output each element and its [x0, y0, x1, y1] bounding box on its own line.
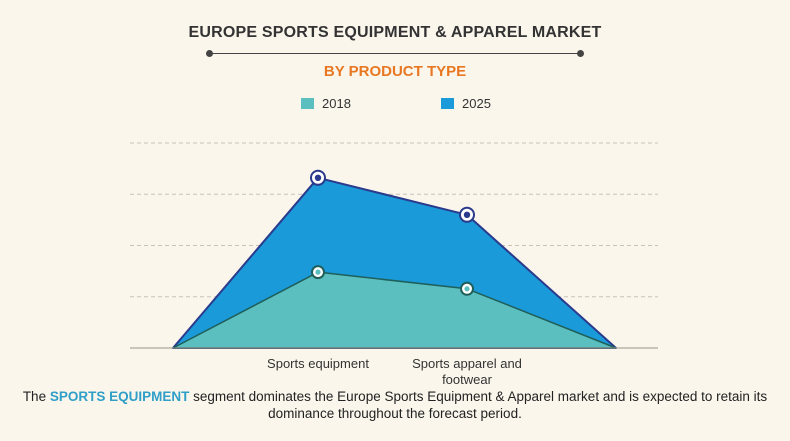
- chart-subtitle: BY PRODUCT TYPE: [323, 63, 467, 80]
- legend-label-2025: 2025: [462, 95, 491, 111]
- series-2025-point: [314, 174, 322, 181]
- x-tick-label: Sports equipment: [267, 356, 369, 371]
- chart-title: EUROPE SPORTS EQUIPMENT & APPAREL MARKET: [188, 24, 602, 41]
- legend-label-2018: 2018: [322, 95, 351, 111]
- title-rule-dot-right: [577, 50, 584, 57]
- caption-highlight: SPORTS EQUIPMENT: [49, 389, 190, 404]
- x-tick-label: footwear: [442, 372, 493, 387]
- x-tick-label: Sports apparel and: [412, 356, 522, 371]
- title-rule: [210, 53, 580, 54]
- caption: The SPORTS EQUIPMENT segment dominates t…: [20, 388, 770, 422]
- legend-swatch-2025: [441, 97, 454, 109]
- caption-before: The: [22, 389, 50, 404]
- caption-after: segment dominates the Europe Sports Equi…: [189, 389, 768, 421]
- series-2025-point: [463, 211, 471, 218]
- series-2018-point: [315, 269, 321, 275]
- legend-item-2025: 2025: [441, 95, 491, 111]
- series-2018-point: [464, 286, 470, 292]
- legend-item-2018: 2018: [301, 95, 351, 111]
- legend-swatch-2018: [301, 97, 314, 109]
- title-rule-dot-left: [206, 50, 213, 57]
